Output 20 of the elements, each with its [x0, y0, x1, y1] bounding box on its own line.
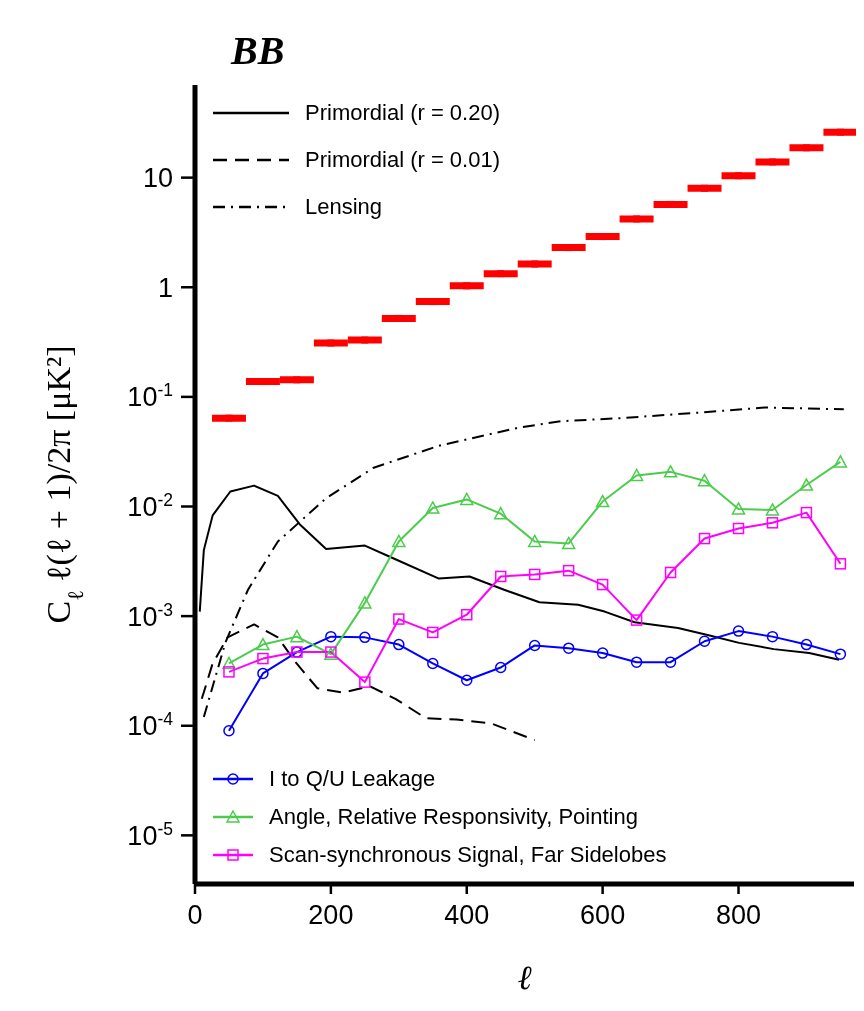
- y-tick-label: 1: [157, 272, 173, 303]
- x-tick-label: 200: [308, 899, 354, 930]
- y-tick-label: 10$^{-2}$: [127, 489, 173, 522]
- x-tick-label: 800: [715, 899, 762, 930]
- legend-label: Scan-synchronous Signal, Far Sidelobes: [269, 842, 667, 868]
- x-tick-label: 400: [444, 899, 490, 930]
- y-tick-label: 10$^{-1}$: [127, 380, 173, 413]
- legend-label: Angle, Relative Responsivity, Pointing: [269, 804, 638, 830]
- legend-label: I to Q/U Leakage: [269, 766, 436, 792]
- legend-label: Primordial (r = 0.01): [305, 146, 501, 173]
- y-tick-label: 10$^{-4}$: [127, 709, 174, 742]
- legend-label: Primordial (r = 0.20): [305, 99, 501, 126]
- chart-title: BB: [231, 27, 285, 74]
- x-tick-label: 600: [580, 899, 626, 930]
- y-tick-label: 10: [142, 163, 173, 194]
- x-axis-title: ℓ: [517, 959, 532, 996]
- legend-label: Lensing: [305, 193, 383, 220]
- y-tick-label: 10$^{-5}$: [127, 818, 174, 851]
- y-tick-label: 10$^{-3}$: [127, 599, 173, 632]
- x-tick-label: 0: [187, 899, 203, 930]
